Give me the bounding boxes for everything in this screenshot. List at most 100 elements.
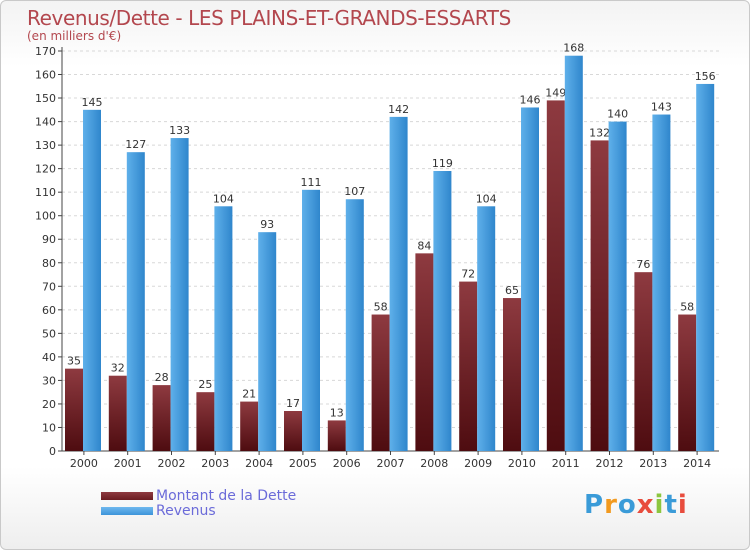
data-label-revenus-2005: 111 bbox=[301, 176, 322, 189]
bar-dette-2009 bbox=[459, 281, 478, 451]
bar-dette-2010 bbox=[503, 298, 521, 451]
bar-revenus-2000 bbox=[83, 109, 101, 451]
bar-revenus-2011 bbox=[564, 55, 583, 452]
bar-dette-2001 bbox=[108, 375, 127, 451]
y-tick-label-80: 80 bbox=[42, 257, 56, 270]
y-tick-label-120: 120 bbox=[35, 163, 56, 176]
y-tick-label-160: 160 bbox=[35, 69, 56, 82]
x-tick-label-2012: 2012 bbox=[596, 457, 624, 470]
data-label-revenus-2004: 93 bbox=[260, 218, 274, 231]
x-tick-label-2014: 2014 bbox=[683, 457, 711, 470]
y-tick-label-110: 110 bbox=[35, 186, 56, 199]
bar-revenus-2004 bbox=[258, 232, 277, 451]
bar-dette-2002 bbox=[152, 385, 171, 451]
bar-dette-2007 bbox=[371, 314, 390, 451]
x-tick-label-2004: 2004 bbox=[245, 457, 273, 470]
y-tick-label-40: 40 bbox=[42, 351, 56, 364]
x-tick-label-2003: 2003 bbox=[201, 457, 229, 470]
legend-item-revenus: Revenus bbox=[101, 502, 296, 519]
bar-dette-2006 bbox=[327, 420, 346, 451]
chart-title: Revenus/Dette - LES PLAINS-ET-GRANDS-ESS… bbox=[27, 6, 511, 30]
x-tick-label-2000: 2000 bbox=[70, 457, 98, 470]
data-label-revenus-2007: 142 bbox=[388, 103, 409, 116]
data-label-revenus-2013: 143 bbox=[651, 101, 672, 114]
y-tick-label-100: 100 bbox=[35, 210, 56, 223]
logo-letter: x bbox=[636, 490, 655, 520]
logo-letter: t bbox=[664, 490, 678, 520]
x-tick-label-2013: 2013 bbox=[639, 457, 667, 470]
bar-dette-2011 bbox=[546, 100, 565, 451]
legend-label-revenus: Revenus bbox=[156, 502, 216, 519]
bar-dette-2000 bbox=[65, 368, 83, 451]
logo-letter: o bbox=[617, 490, 637, 520]
data-label-revenus-2011: 168 bbox=[563, 42, 584, 55]
data-label-revenus-2008: 119 bbox=[432, 157, 453, 170]
bar-dette-2012 bbox=[590, 140, 609, 452]
y-tick-label-130: 130 bbox=[35, 139, 56, 152]
data-label-dette-2012: 132 bbox=[589, 126, 610, 139]
x-tick-label-2010: 2010 bbox=[508, 457, 536, 470]
bar-revenus-2003 bbox=[214, 206, 233, 451]
bar-dette-2003 bbox=[196, 392, 215, 451]
bar-revenus-2001 bbox=[126, 152, 145, 452]
bar-revenus-2002 bbox=[170, 138, 189, 451]
data-label-dette-2002: 28 bbox=[155, 371, 169, 384]
y-tick-label-150: 150 bbox=[35, 92, 56, 105]
x-tick-label-2005: 2005 bbox=[289, 457, 317, 470]
logo-letter: r bbox=[604, 490, 618, 520]
data-label-dette-2007: 58 bbox=[374, 301, 388, 314]
data-label-revenus-2000: 145 bbox=[82, 96, 103, 109]
y-tick-label-70: 70 bbox=[42, 280, 56, 293]
data-label-dette-2011: 149 bbox=[545, 86, 566, 99]
proxiti-logo: Proxiti bbox=[584, 490, 688, 520]
y-tick-label-60: 60 bbox=[42, 304, 56, 317]
data-label-revenus-2001: 127 bbox=[125, 138, 146, 151]
y-tick-label-0: 0 bbox=[49, 445, 56, 458]
bar-dette-2013 bbox=[634, 272, 653, 451]
legend: Montant de la Dette Revenus bbox=[101, 488, 296, 519]
data-label-revenus-2002: 133 bbox=[169, 124, 190, 137]
x-tick-label-2001: 2001 bbox=[114, 457, 142, 470]
data-label-dette-2010: 65 bbox=[505, 284, 519, 297]
chart-subtitle: (en milliers d'€) bbox=[27, 29, 122, 43]
y-tick-label-30: 30 bbox=[42, 374, 56, 387]
bar-revenus-2006 bbox=[345, 199, 364, 451]
x-tick-label-2008: 2008 bbox=[420, 457, 448, 470]
data-label-dette-2003: 25 bbox=[198, 378, 212, 391]
bar-revenus-2014 bbox=[696, 83, 715, 452]
bar-revenus-2005 bbox=[302, 189, 320, 451]
bar-dette-2008 bbox=[415, 253, 434, 451]
y-tick-label-20: 20 bbox=[42, 398, 56, 411]
logo-letter: P bbox=[584, 490, 605, 520]
data-label-dette-2008: 84 bbox=[417, 239, 431, 252]
data-label-dette-2014: 58 bbox=[680, 301, 694, 314]
x-tick-label-2009: 2009 bbox=[464, 457, 492, 470]
bar-revenus-2008 bbox=[433, 171, 452, 451]
data-label-revenus-2010: 146 bbox=[520, 93, 541, 106]
bar-dette-2005 bbox=[284, 411, 302, 451]
bar-revenus-2013 bbox=[652, 114, 671, 451]
data-label-dette-2006: 13 bbox=[330, 406, 344, 419]
legend-item-dette: Montant de la Dette bbox=[101, 488, 296, 504]
bar-revenus-2007 bbox=[389, 116, 408, 451]
y-tick-label-90: 90 bbox=[42, 233, 56, 246]
bar-revenus-2012 bbox=[608, 121, 627, 452]
x-tick-label-2006: 2006 bbox=[333, 457, 361, 470]
data-label-dette-2004: 21 bbox=[242, 388, 256, 401]
data-label-revenus-2009: 104 bbox=[476, 192, 497, 205]
data-label-revenus-2014: 156 bbox=[695, 70, 716, 83]
data-label-dette-2005: 17 bbox=[286, 397, 300, 410]
y-tick-label-170: 170 bbox=[35, 45, 56, 58]
y-tick-label-50: 50 bbox=[42, 327, 56, 340]
data-label-revenus-2012: 140 bbox=[607, 108, 628, 121]
y-tick-label-140: 140 bbox=[35, 116, 56, 129]
data-label-dette-2013: 76 bbox=[636, 258, 650, 271]
x-tick-label-2002: 2002 bbox=[158, 457, 186, 470]
bar-revenus-2009 bbox=[477, 206, 496, 451]
data-label-dette-2009: 72 bbox=[461, 268, 475, 281]
data-label-dette-2001: 32 bbox=[111, 362, 125, 375]
bar-dette-2014 bbox=[678, 314, 697, 451]
logo-letter: i bbox=[677, 490, 688, 520]
